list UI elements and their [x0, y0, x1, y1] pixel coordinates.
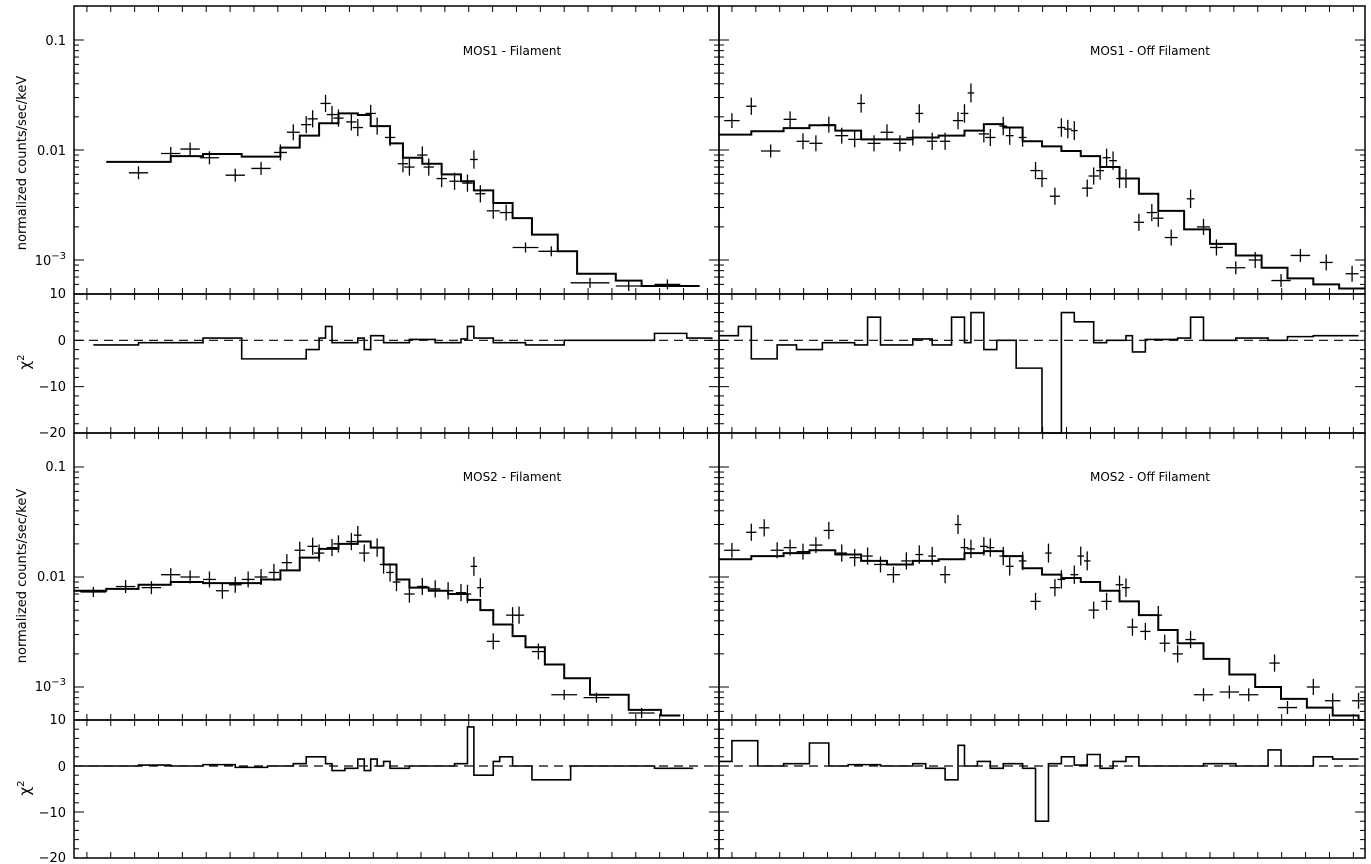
panel-5-residual-steps — [74, 726, 694, 781]
rtick-0-top: 0 — [58, 334, 66, 349]
panel-title-mos1-off-filament: MOS1 - Off Filament — [1090, 44, 1210, 58]
ytick-0.1-bottom: 0.1 — [45, 460, 66, 475]
ytick-0.1-top: 0.1 — [45, 34, 66, 49]
ylabel-counts-top: normalized counts/sec/keV — [15, 76, 30, 251]
panel-title-mos1-filament: MOS1 - Filament — [463, 44, 562, 58]
rtick-m20-bottom: −20 — [39, 851, 66, 864]
rtick-m20-top: −20 — [39, 426, 66, 441]
panel-3-residual-steps — [719, 311, 1359, 434]
panel-7-frame — [718, 719, 1366, 859]
ylabel-counts-bottom: normalized counts/sec/keV — [15, 489, 30, 664]
rtick-m10-bottom: −10 — [39, 806, 66, 821]
rtick-0-bottom: 0 — [58, 760, 66, 775]
panel-title-mos2-filament: MOS2 - Filament — [463, 470, 562, 484]
ytick-0.01-top: 0.01 — [37, 144, 66, 159]
rtick-m10-top: −10 — [39, 380, 66, 395]
plot-layer — [73, 5, 1366, 859]
panel-1-residual-steps — [93, 325, 713, 360]
rtick-10-top: 10 — [49, 287, 66, 302]
rtick-10-bottom: 10 — [49, 713, 66, 728]
ytick-0.01-bottom: 0.01 — [37, 570, 66, 585]
panel-2-model-line — [719, 123, 1365, 290]
panel-title-mos2-off-filament: MOS2 - Off Filament — [1090, 470, 1210, 484]
panel-7-residual-steps — [719, 739, 1359, 822]
